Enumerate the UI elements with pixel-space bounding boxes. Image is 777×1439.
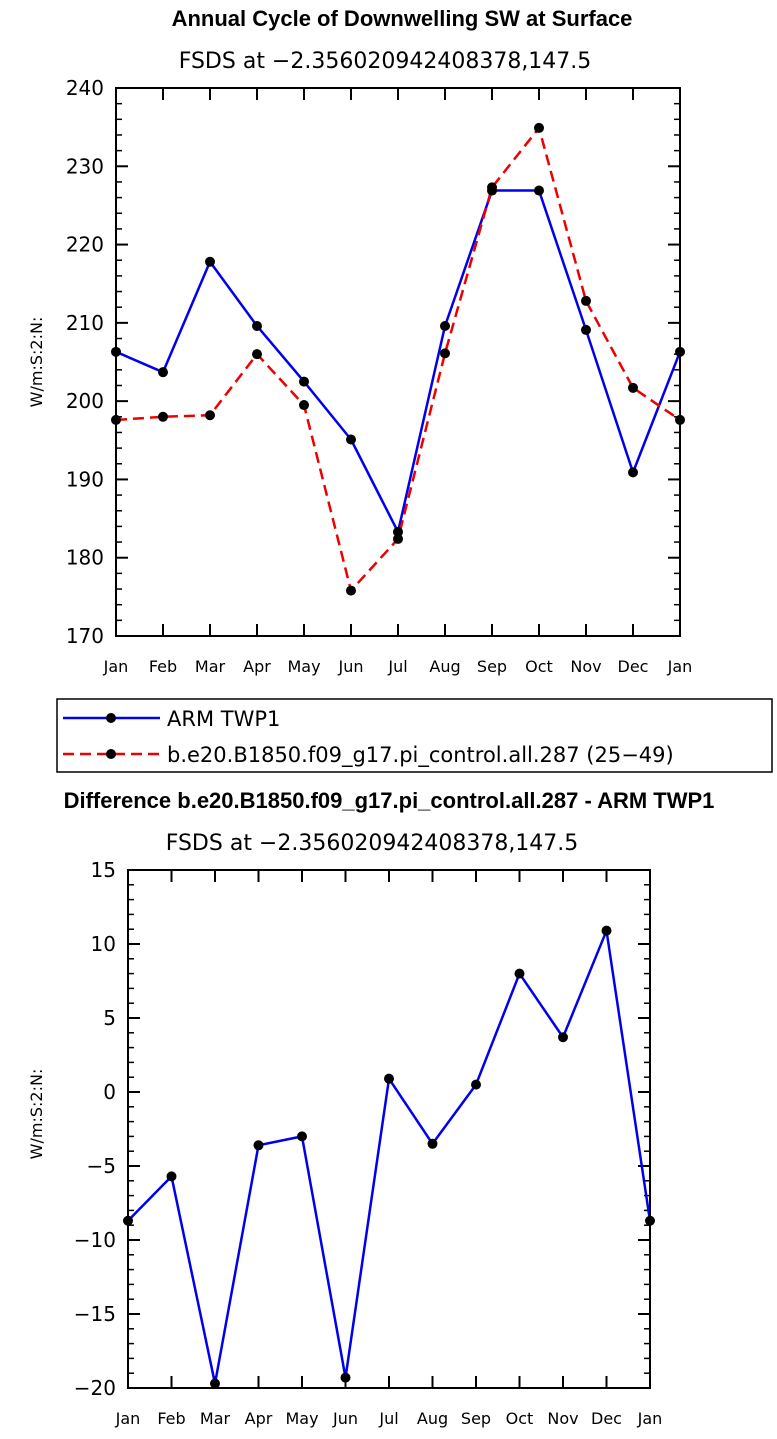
chart1-series-1-point [346,585,356,596]
chart1-xtick-label: Mar [195,657,226,676]
chart2-xtick-label: Jun [332,1409,358,1428]
chart2-series-0-point [601,925,612,936]
chart2-series-0-point [210,1378,220,1389]
chart1-xtick-label: Jul [387,657,407,676]
chart1-series-0-point [205,256,215,267]
chart1-series-0-point [299,376,309,387]
chart2-ytick-label: −15 [74,1302,116,1326]
legend-label-model: b.e20.B1850.f09_g17.pi_control.all.287 (… [167,743,674,768]
chart2-xtick-label: Sep [461,1409,491,1428]
chart2-xtick-label: Aug [417,1409,448,1428]
chart1-series-1-point [252,349,262,360]
chart1-series [111,122,685,596]
chart1-series-0-point [581,324,591,335]
chart1-xtick-label: Feb [149,657,177,676]
chart2-series-0-point [427,1138,438,1149]
chart1-xtick-label: Sep [477,657,507,676]
chart1-ytick-label: 180 [66,546,104,570]
chart1-xtick-label: Nov [570,657,601,676]
chart1-series-1-point [393,533,403,544]
chart2-series-0-point [384,1073,394,1084]
chart1-series-1-point [581,295,591,306]
chart2-title: Difference b.e20.B1850.f09_g17.pi_contro… [64,788,715,813]
chart2-series-0-point [471,1079,481,1090]
chart2-xtick-label: Jan [637,1409,663,1428]
chart1-series-1-point [628,382,638,393]
chart2-ytick-label: −10 [74,1228,116,1252]
chart2-ytick-label: −5 [87,1154,116,1178]
chart2-plot-frame [127,869,651,1389]
legend-marker-arm [106,713,116,723]
chart2-series-0-point [340,1372,351,1383]
chart2-series-0-point [558,1032,568,1043]
chart1-ytick-label: 240 [66,76,104,100]
legend: ARM TWP1 b.e20.B1850.f09_g17.pi_control.… [56,698,773,773]
chart2-xtick-label: Nov [547,1409,578,1428]
chart2-ytick-label: 0 [103,1080,116,1104]
chart2-series-0-point [297,1131,307,1142]
chart1-series-0-point [628,467,638,478]
chart2-subtitle: FSDS at −2.356020942408378,147.5 [166,831,579,856]
chart1-ytick-label: 210 [66,311,104,335]
chart2-series-line-0 [127,929,652,1385]
chart2-xtick-label: Dec [591,1409,622,1428]
chart1-ytick-label: 230 [66,154,104,178]
chart1-xtick-label: Dec [618,657,649,676]
chart1-xtick-label: May [287,657,320,676]
chart1-plot-frame [115,87,681,637]
chart2-ytick-label: 15 [91,858,116,882]
chart2-xtick-label: Jan [115,1409,141,1428]
chart1-xtick-label: Jan [103,657,129,676]
chart1-series-0-point [393,526,403,537]
chart1-series-1-point [158,411,168,422]
chart2-ytick-label: 10 [91,932,116,956]
chart2-ytick-label: 5 [103,1006,116,1030]
chart2-ytick-label: −20 [74,1376,116,1400]
chart1-series-1-point [205,410,215,421]
chart1-series-0-point [346,434,356,445]
chart2-series-0-point [166,1171,177,1182]
chart1-xtick-label: Aug [429,657,460,676]
chart2-ylabel: W/m:S:2:N: [27,1069,46,1160]
chart1-ytick-label: 200 [66,389,104,413]
legend-marker-model [106,749,116,759]
chart1-subtitle: FSDS at −2.356020942408378,147.5 [179,49,592,74]
chart1-ytick-label: 170 [66,624,104,648]
chart1-series-line-0 [115,189,682,534]
chart1-series-1-point [487,182,497,193]
chart1-series-0-point [534,185,544,196]
chart1-series-1-point [440,348,450,359]
chart1-series-0-point [252,320,262,331]
annual-cycle-chart: Annual Cycle of Downwelling SW at Surfac… [27,6,692,676]
legend-label-arm: ARM TWP1 [167,707,280,731]
chart1-series-1-point [299,400,309,411]
chart1-ytick-label: 190 [66,467,104,491]
chart1-xtick-label: Oct [525,657,553,676]
chart2-series-0-point [514,968,525,979]
chart2-ticks: −20 −15 −10 −5 0 5 10 15 Jan Feb Mar Apr May Jun Jul Au… [74,858,663,1428]
chart2-xtick-label: Oct [506,1409,534,1428]
legend-box [56,698,773,773]
chart1-series-0-point [440,320,450,331]
chart1-series-1-point [534,122,544,133]
chart2-xtick-label: Apr [245,1409,273,1428]
chart2-xtick-label: Mar [200,1409,231,1428]
chart2-series [123,925,655,1389]
difference-chart: Difference b.e20.B1850.f09_g17.pi_contro… [27,788,714,1428]
chart1-title: Annual Cycle of Downwelling SW at Surfac… [172,6,633,31]
chart1-xtick-label: Jan [667,657,693,676]
chart1-xtick-label: Apr [243,657,271,676]
chart2-xtick-label: May [285,1409,318,1428]
chart1-ylabel: W/m:S:2:N: [27,317,46,408]
chart2-series-0-point [253,1140,264,1151]
chart1-series-0-point [158,367,168,378]
chart1-xtick-label: Jun [338,657,364,676]
chart2-xtick-label: Jul [378,1409,398,1428]
chart2-xtick-label: Feb [157,1409,185,1428]
chart1-ticks: 170 180 190 200 210 220 230 240 Jan Feb Mar Apr May J… [66,76,693,676]
chart1-ytick-label: 220 [66,233,104,257]
